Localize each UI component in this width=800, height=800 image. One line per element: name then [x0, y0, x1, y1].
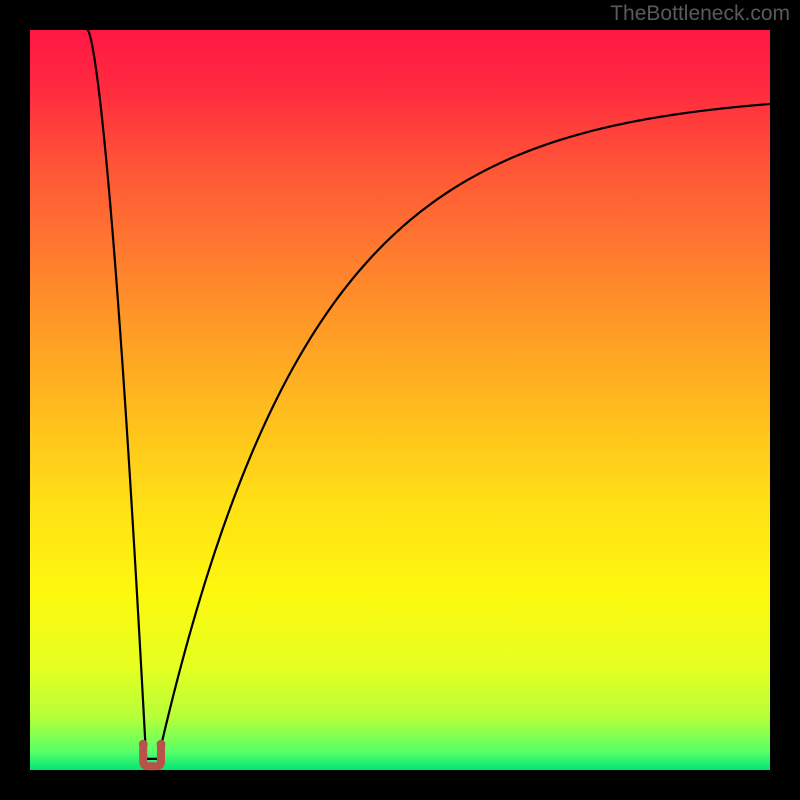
u-marker-cap	[139, 740, 148, 749]
bottleneck-plot	[0, 0, 800, 800]
chart-container: TheBottleneck.com	[0, 0, 800, 800]
u-marker-cap	[157, 740, 166, 749]
watermark-label: TheBottleneck.com	[610, 2, 790, 26]
